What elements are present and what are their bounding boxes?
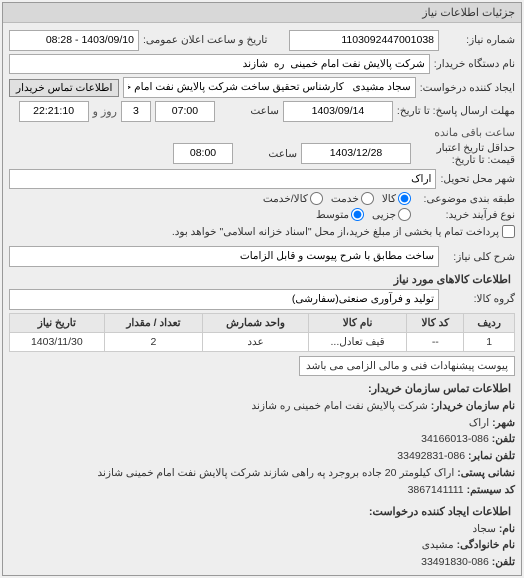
purchase-type-label: نوع فرآیند خرید: (415, 209, 515, 221)
group-label: گروه کالا: (443, 293, 515, 305)
validity-label: حداقل تاریخ اعتبار قیمت: تا تاریخ: (415, 142, 515, 166)
contact-button[interactable]: اطلاعات تماس خریدار (9, 79, 119, 97)
delivery-city-label: شهر محل تحویل: (440, 173, 515, 185)
addr-value: اراک کیلومتر 20 جاده بروجرد په راهی شازن… (98, 467, 455, 479)
deadline-time-field[interactable] (155, 101, 215, 122)
classify-radio-group: کالا خدمت کالا/خدمت (263, 192, 411, 205)
buyer-device-field[interactable] (9, 54, 430, 75)
remaining-label: ساعت باقی مانده (434, 126, 515, 139)
name-label: نام: (499, 523, 515, 535)
classify-goods-radio[interactable]: کالا (382, 192, 411, 205)
table-row[interactable]: 1--قیف تعادل...عدد21403/11/30 (10, 332, 515, 351)
classify-label: طبقه بندی موضوعی: (415, 193, 515, 205)
validity-date-field[interactable] (301, 143, 411, 164)
city-value: اراک (469, 417, 489, 429)
syscode-label: کد سیستم: (467, 484, 515, 496)
fax-value: 086-33492831 (397, 450, 465, 462)
table-header: تعداد / مقدار (104, 313, 203, 332)
lname-label: نام خانوادگی: (457, 539, 515, 551)
table-header: نام کالا (308, 313, 406, 332)
table-header: واحد شمارش (203, 313, 309, 332)
summary-field[interactable] (9, 246, 439, 267)
classify-goods-service-radio[interactable]: کالا/خدمت (263, 192, 323, 205)
request-no-field[interactable] (289, 30, 439, 51)
purchase-small-radio[interactable]: جزیی (372, 208, 411, 221)
request-no-label: شماره نیاز: (443, 34, 515, 46)
group-field[interactable] (9, 289, 439, 310)
attach-note: پیوست پیشنهادات فنی و مالی الزامی می باش… (299, 356, 515, 376)
org-label: نام سازمان خریدار: (431, 400, 515, 412)
summary-label: شرح کلی نیاز: (443, 251, 515, 263)
phone-value: 086-34166013 (421, 433, 489, 445)
classify-service-radio[interactable]: خدمت (331, 192, 374, 205)
table-header: ردیف (464, 313, 515, 332)
announce-date-field[interactable] (9, 30, 139, 51)
deadline-label: مهلت ارسال پاسخ: تا تاریخ: (397, 105, 515, 117)
creator-contact-header: اطلاعات ایجاد کننده درخواست: (9, 505, 515, 518)
city-label: شهر: (492, 417, 515, 429)
table-header: کد کالا (407, 313, 464, 332)
delivery-city-field[interactable] (9, 169, 436, 190)
purchase-note-checkbox[interactable]: پرداخت تمام یا بخشی از مبلغ خرید،از محل … (172, 225, 515, 238)
creator-label: ایجاد کننده درخواست: (420, 82, 515, 94)
panel-title: جزئیات اطلاعات نیاز (3, 3, 521, 23)
contact-header: اطلاعات تماس سازمان خریدار: (9, 382, 515, 395)
lname-value: مشیدی (422, 539, 454, 551)
purchase-type-radio-group: جزیی متوسط (316, 208, 411, 221)
validity-time-label: ساعت (237, 148, 297, 160)
cphone-value: 086-33491830 (421, 556, 489, 568)
items-table: ردیفکد کالانام کالاواحد شمارشتعداد / مقد… (9, 313, 515, 352)
buyer-device-label: نام دستگاه خریدار: (434, 58, 515, 70)
addr-label: نشانی پستی: (457, 467, 515, 479)
phone-label: تلفن: (492, 433, 515, 445)
syscode-value: 3867141111 (408, 484, 464, 496)
fax-label: تلفن نمابر: (468, 450, 515, 462)
announce-date-label: تاریخ و ساعت اعلان عمومی: (143, 34, 267, 46)
deadline-time-label: ساعت (219, 105, 279, 117)
items-section-title: اطلاعات کالاهای مورد نیاز (9, 273, 515, 286)
name-value: سجاد (473, 523, 496, 535)
deadline-date-field[interactable] (283, 101, 393, 122)
days-remaining-field[interactable] (121, 101, 151, 122)
validity-time-field[interactable] (173, 143, 233, 164)
table-header: تاریخ نیاز (10, 313, 105, 332)
days-label: روز و (93, 105, 117, 118)
time-remaining-field[interactable] (19, 101, 89, 122)
creator-field[interactable] (123, 77, 415, 98)
cphone-label: تلفن: (492, 556, 515, 568)
org-value: شرکت پالایش نفت امام خمینی ره شازند (251, 400, 427, 412)
purchase-medium-radio[interactable]: متوسط (316, 208, 364, 221)
